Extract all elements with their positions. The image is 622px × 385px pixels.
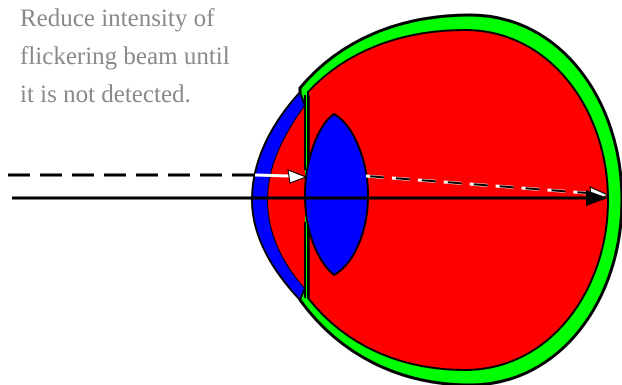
caption-line-2: flickering beam until	[20, 43, 230, 70]
eye-interior	[307, 28, 610, 372]
flicker-beam-arrowhead-cornea	[287, 169, 308, 184]
steady-beam-arrowhead	[586, 190, 608, 206]
caption-line-1: Reduce intensity of	[20, 5, 215, 32]
lens	[303, 112, 370, 277]
caption-line-3: it is not detected.	[20, 81, 191, 108]
flicker-beam-cornea	[254, 173, 291, 178]
caption: Reduce intensity of flickering beam unti…	[20, 0, 320, 114]
flicker-beam-to-retina-dark	[365, 175, 601, 195]
